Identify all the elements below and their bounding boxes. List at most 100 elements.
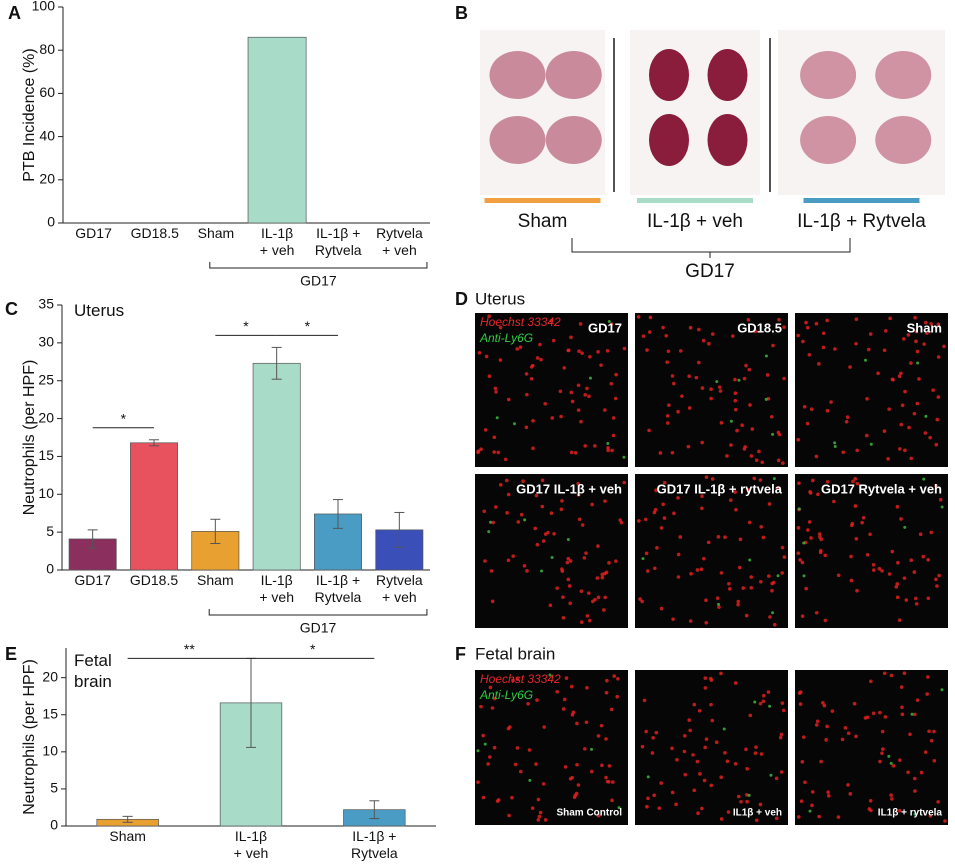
cell-dot <box>709 396 713 401</box>
cell-dot <box>919 770 924 775</box>
stain-label: Hoechst 33342 <box>480 315 561 329</box>
cell-dot <box>687 718 692 722</box>
cell-dot <box>758 701 763 706</box>
cell-dot <box>822 703 827 708</box>
cell-dot <box>678 349 683 353</box>
cell-dot <box>652 793 656 798</box>
cell-dot <box>676 552 681 557</box>
ly6g-dot <box>495 416 499 420</box>
cell-dot <box>761 535 766 540</box>
cell-dot <box>496 798 501 802</box>
cell-dot <box>929 322 933 326</box>
cell-dot <box>777 317 781 322</box>
cell-dot <box>743 445 747 449</box>
cell-dot <box>778 735 783 740</box>
cell-dot <box>860 520 864 525</box>
cell-dot <box>927 729 931 734</box>
cell-dot <box>904 598 909 602</box>
cell-dot <box>929 738 934 743</box>
ly6g-dot <box>916 361 920 365</box>
cell-dot <box>746 318 751 322</box>
cell-dot <box>942 344 946 349</box>
cell-dot <box>890 797 894 801</box>
y-tick-label: 15 <box>42 705 58 721</box>
cell-dot <box>866 347 871 352</box>
cell-dot <box>587 394 591 399</box>
cell-dot <box>645 348 649 352</box>
cell-dot <box>613 396 618 401</box>
ly6g-dot <box>802 574 806 578</box>
cell-dot <box>871 563 876 567</box>
cell-dot <box>841 450 846 455</box>
cell-dot <box>821 345 826 350</box>
cell-dot <box>583 444 588 448</box>
cell-dot <box>934 483 939 488</box>
cell-dot <box>871 711 876 716</box>
cell-dot <box>486 762 490 766</box>
cell-dot <box>604 775 608 780</box>
cell-dot <box>900 705 904 710</box>
ly6g-dot <box>869 442 873 446</box>
cell-dot <box>590 502 594 507</box>
micrograph <box>475 474 628 628</box>
cell-dot <box>683 734 687 738</box>
cell-dot <box>659 781 664 785</box>
cell-dot <box>661 502 665 507</box>
cell-dot <box>704 475 709 479</box>
cell-dot <box>695 568 700 572</box>
cell-dot <box>481 733 485 738</box>
cell-dot <box>798 558 802 562</box>
x-tick-label: Sham <box>198 225 235 241</box>
ly6g-dot <box>924 414 928 418</box>
cell-dot <box>906 770 910 775</box>
cell-dot <box>615 694 619 699</box>
cell-dot <box>725 454 729 458</box>
cell-dot <box>760 460 765 465</box>
cell-dot <box>740 423 744 428</box>
cell-dot <box>729 443 733 447</box>
micrograph <box>635 474 788 628</box>
cell-dot <box>746 488 750 492</box>
cell-dot <box>507 813 511 818</box>
cell-dot <box>569 684 574 689</box>
cell-dot <box>567 584 572 588</box>
cell-dot <box>566 556 571 561</box>
cell-dot <box>894 585 899 589</box>
cell-dot <box>736 602 740 607</box>
cell-dot <box>824 738 828 742</box>
cell-dot <box>725 759 730 764</box>
cell-dot <box>816 492 820 497</box>
cell-dot <box>899 517 903 521</box>
bracket-label: GD17 <box>685 261 735 282</box>
cell-dot <box>694 375 699 380</box>
cell-dot <box>606 448 610 453</box>
cell-dot <box>884 329 888 333</box>
cell-dot <box>607 764 612 768</box>
bar <box>252 362 301 571</box>
bar <box>247 36 307 224</box>
cell-dot <box>476 449 481 453</box>
cell-dot <box>492 745 497 750</box>
photo-panel: B Sham IL-1β + veh IL-1β + Rytvela GD17 <box>455 3 945 282</box>
cell-dot <box>747 520 752 525</box>
cell-dot <box>731 334 735 338</box>
cell-dot <box>915 401 920 406</box>
pup <box>489 116 546 164</box>
cell-dot <box>688 728 692 733</box>
ly6g-dot <box>622 455 626 459</box>
ly6g-dot <box>489 520 493 524</box>
cell-dot <box>936 800 940 804</box>
cell-dot <box>603 408 607 412</box>
cell-dot <box>924 320 928 325</box>
cell-dot <box>781 461 785 465</box>
cell-dot <box>895 595 900 600</box>
image-label: GD17 IL-1β + veh <box>516 481 622 496</box>
cell-dot <box>817 362 821 366</box>
cell-dot <box>752 476 757 481</box>
cell-dot <box>671 381 676 386</box>
cell-dot <box>761 693 766 698</box>
cell-dot <box>622 346 627 351</box>
cell-dot <box>715 596 720 600</box>
cell-dot <box>655 546 659 550</box>
